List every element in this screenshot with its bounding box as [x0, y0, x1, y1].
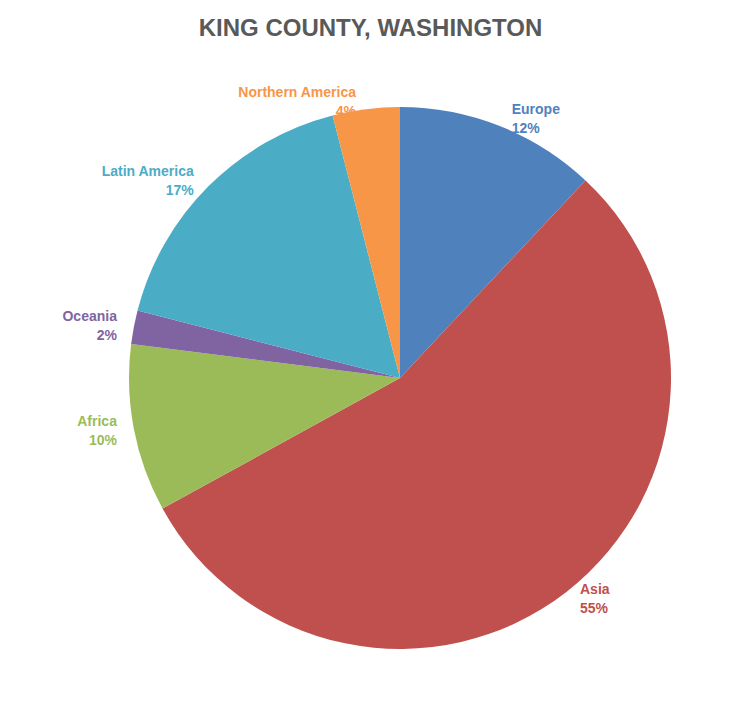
svg-text:12%: 12% [512, 120, 541, 136]
svg-text:Asia: Asia [580, 581, 610, 597]
svg-text:Northern America: Northern America [238, 84, 356, 100]
svg-text:55%: 55% [580, 600, 609, 616]
svg-text:Europe: Europe [512, 101, 560, 117]
svg-text:Africa: Africa [77, 413, 117, 429]
svg-text:17%: 17% [166, 182, 195, 198]
svg-text:Oceania: Oceania [62, 308, 117, 324]
svg-text:4%: 4% [336, 103, 357, 119]
svg-text:10%: 10% [89, 432, 118, 448]
svg-text:KING COUNTY, WASHINGTON: KING COUNTY, WASHINGTON [199, 14, 543, 41]
svg-text:Latin America: Latin America [102, 163, 194, 179]
svg-text:2%: 2% [97, 327, 118, 343]
